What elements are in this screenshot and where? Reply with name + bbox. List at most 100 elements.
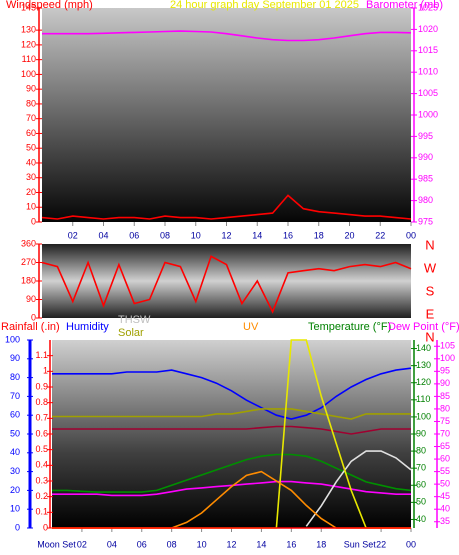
x-tick-label: 12 — [221, 230, 231, 240]
y-tick-label: 100 — [416, 411, 431, 421]
plot-area — [42, 8, 411, 222]
y-tick-label: 90 — [416, 428, 426, 438]
y-tick-label: 120 — [416, 377, 431, 387]
x-tick-label: 22 — [375, 230, 385, 240]
y-tick-label: 1005 — [418, 88, 438, 98]
x-tick-label: 10 — [197, 539, 207, 549]
y-tick-label: 60 — [416, 480, 426, 490]
y-tick-label: 0.1 — [35, 507, 48, 517]
y-tick-label: 90 — [26, 294, 36, 304]
x-tick-label: 08 — [167, 539, 177, 549]
y-tick-label: 1025 — [418, 2, 438, 12]
y-tick-label: 1010 — [418, 67, 438, 77]
x-tick-label: 18 — [314, 230, 324, 240]
y-tick-label: 80 — [26, 98, 36, 108]
y-tick-label: 70 — [26, 113, 36, 123]
chart-title: 24 hour graph day September 01 2025 — [170, 0, 359, 11]
y-tick-label: 50 — [440, 479, 450, 489]
y-tick-label: 35 — [440, 516, 450, 526]
y-tick-label: 360 — [21, 238, 36, 248]
y-tick-label: 95 — [440, 366, 450, 376]
plot-area — [42, 244, 411, 318]
legend-label: Solar — [118, 327, 144, 339]
x-tick-label: 04 — [107, 539, 117, 549]
y-tick-label: 995 — [418, 131, 433, 141]
y-tick-label: 130 — [416, 360, 431, 370]
y-tick-label: 0.2 — [35, 491, 48, 501]
y-tick-label: 0.9 — [35, 381, 48, 391]
y-tick-label: 1 — [43, 366, 48, 376]
y-tick-label: 100 — [21, 69, 36, 79]
x-tick-label: 14 — [252, 230, 262, 240]
y-tick-label: 70 — [416, 463, 426, 473]
x-tick-label: 10 — [191, 230, 201, 240]
y-tick-label: 0 — [15, 522, 20, 532]
y-tick-label: 60 — [10, 410, 20, 420]
x-tick-label: 06 — [129, 230, 139, 240]
y-tick-label: 40 — [26, 157, 36, 167]
x-tick-label: 22 — [376, 539, 386, 549]
y-tick-label: 30 — [10, 466, 20, 476]
y-tick-label: 980 — [418, 195, 433, 205]
series-line — [52, 425, 411, 435]
x-tick-label: 12 — [226, 539, 236, 549]
y-tick-label: 975 — [418, 216, 433, 226]
x-tick-label: 02 — [77, 539, 87, 549]
y-axis-label: Windspeed (mph) — [6, 0, 93, 11]
y-tick-label: 50 — [416, 497, 426, 507]
y2-axis-label: Barometer (mb) — [366, 0, 443, 11]
y-tick-label: 0.3 — [35, 475, 48, 485]
y-tick-label: 105 — [440, 341, 455, 351]
y-tick-label: 0 — [31, 312, 36, 322]
series-line — [305, 450, 412, 527]
legend-label: THSW — [118, 314, 151, 326]
y-tick-label: 30 — [26, 172, 36, 182]
plot-area — [52, 340, 411, 528]
y-tick-label: 60 — [440, 453, 450, 463]
y-tick-label: 270 — [21, 257, 36, 267]
compass-label: W — [424, 260, 437, 275]
series-line — [52, 367, 412, 420]
y3-axis-label: Temperature (°F) — [308, 321, 391, 333]
y-tick-label: 45 — [440, 491, 450, 501]
y-tick-label: 1000 — [418, 109, 438, 119]
x-tick-label: 18 — [316, 539, 326, 549]
y4-axis-label: Dew Point (°F) — [388, 321, 459, 333]
y-tick-label: 20 — [10, 485, 20, 495]
y-tick-label: 20 — [26, 187, 36, 197]
x-tick-label: 04 — [98, 230, 108, 240]
y-tick-label: 50 — [10, 428, 20, 438]
y-tick-label: 0.8 — [35, 397, 48, 407]
y-tick-label: 10 — [26, 202, 36, 212]
y-tick-label: 0.6 — [35, 428, 48, 438]
y-tick-label: 1020 — [418, 24, 438, 34]
x-tick-label: 00 — [406, 539, 416, 549]
y-tick-label: 65 — [440, 441, 450, 451]
y-tick-label: 0 — [31, 216, 36, 226]
y-tick-label: 40 — [416, 514, 426, 524]
y-tick-label: 180 — [21, 275, 36, 285]
y-tick-label: 0 — [43, 522, 48, 532]
y2-axis-label: Rainfall (.in) — [1, 321, 60, 333]
y-tick-label: 40 — [10, 447, 20, 457]
y-tick-label: 75 — [440, 416, 450, 426]
y-tick-label: 990 — [418, 152, 433, 162]
series-line — [41, 194, 412, 220]
x-tick-label: 16 — [283, 230, 293, 240]
x-tick-label: 16 — [286, 539, 296, 549]
y-tick-label: 1.1 — [35, 350, 48, 360]
series-line — [52, 453, 412, 493]
y-tick-label: 80 — [416, 445, 426, 455]
y-tick-label: 70 — [440, 428, 450, 438]
compass-label: E — [426, 306, 435, 321]
y-tick-label: 80 — [10, 372, 20, 382]
y-tick-label: 100 — [440, 353, 455, 363]
legend-label: UV — [243, 321, 259, 333]
y-tick-label: 60 — [26, 128, 36, 138]
y-tick-label: 0.5 — [35, 444, 48, 454]
y-tick-label: 10 — [10, 504, 20, 514]
y-tick-label: 100 — [5, 334, 20, 344]
compass-label: S — [426, 283, 435, 298]
compass-label: N — [425, 329, 434, 344]
